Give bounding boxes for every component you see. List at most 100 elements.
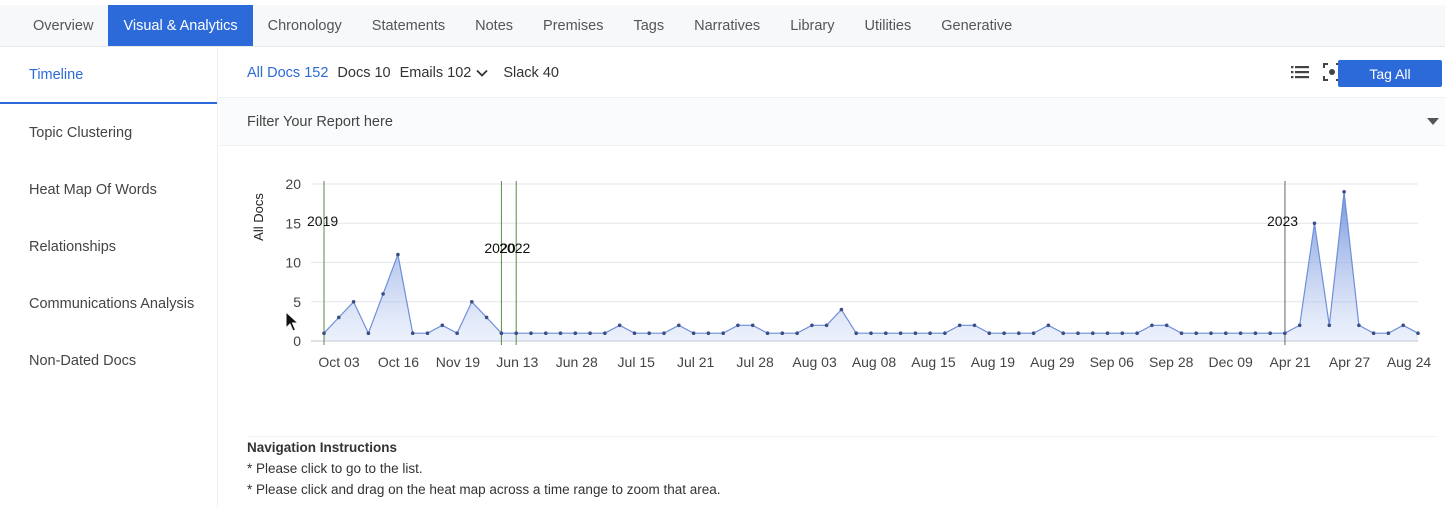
tab-generative[interactable]: Generative: [941, 17, 1013, 34]
data-point[interactable]: [721, 331, 725, 335]
tab-visual-analytics[interactable]: Visual & Analytics: [108, 5, 253, 46]
data-point[interactable]: [1002, 331, 1006, 335]
data-point[interactable]: [706, 331, 711, 335]
data-point[interactable]: [1091, 331, 1095, 335]
data-point[interactable]: [987, 331, 992, 335]
data-point[interactable]: [351, 300, 356, 304]
data-point[interactable]: [913, 331, 918, 335]
data-point[interactable]: [1179, 331, 1184, 335]
tab-chronology[interactable]: Chronology: [267, 17, 342, 34]
data-point[interactable]: [1209, 331, 1213, 335]
data-point[interactable]: [1238, 331, 1243, 335]
tab-tags[interactable]: Tags: [633, 17, 665, 34]
data-point[interactable]: [647, 331, 651, 335]
data-point[interactable]: [765, 331, 770, 335]
data-point[interactable]: [1031, 331, 1036, 335]
docs-filter[interactable]: Docs 10: [337, 64, 391, 81]
data-point[interactable]: [750, 323, 755, 328]
data-point[interactable]: [322, 331, 326, 335]
data-point[interactable]: [1046, 323, 1051, 328]
data-point[interactable]: [588, 331, 592, 335]
sidebar-item-relationships[interactable]: Relationships: [29, 238, 117, 255]
tab-premises[interactable]: Premises: [543, 17, 604, 34]
data-point[interactable]: [425, 331, 430, 335]
report-filter-dropdown[interactable]: Filter Your Report here: [219, 98, 1445, 146]
data-point[interactable]: [972, 323, 977, 328]
data-point[interactable]: [1283, 331, 1287, 335]
data-point[interactable]: [617, 323, 622, 328]
data-point[interactable]: [1268, 331, 1272, 335]
data-point[interactable]: [1327, 323, 1332, 328]
data-point[interactable]: [1105, 331, 1110, 335]
data-point[interactable]: [455, 331, 459, 335]
data-point[interactable]: [558, 331, 563, 335]
data-point[interactable]: [381, 292, 385, 296]
data-point[interactable]: [795, 331, 799, 335]
data-point[interactable]: [514, 331, 518, 335]
data-point[interactable]: [884, 331, 888, 335]
data-point[interactable]: [824, 323, 829, 328]
data-point[interactable]: [1401, 323, 1405, 328]
data-point[interactable]: [544, 331, 548, 335]
timeline-chart[interactable]: 2019 2020 2022 2023 0 5 10 15 20 Oct 03 Oct 16 No…: [219, 146, 1445, 426]
data-point[interactable]: [1253, 331, 1258, 335]
data-point[interactable]: [1164, 323, 1169, 328]
data-point[interactable]: [1150, 323, 1154, 328]
data-point[interactable]: [1386, 331, 1391, 335]
data-point[interactable]: [366, 331, 371, 335]
data-point[interactable]: [736, 323, 740, 328]
data-point[interactable]: [1312, 221, 1317, 226]
slack-filter[interactable]: Slack 40: [503, 64, 559, 81]
sidebar-item-timeline[interactable]: Timeline: [0, 48, 217, 104]
data-point[interactable]: [484, 315, 489, 320]
data-point[interactable]: [396, 252, 400, 257]
data-point[interactable]: [677, 323, 681, 328]
data-point[interactable]: [573, 331, 578, 335]
data-point[interactable]: [1076, 331, 1080, 335]
sidebar-item-heat-map-of-words[interactable]: Heat Map Of Words: [29, 181, 157, 198]
data-point[interactable]: [337, 315, 341, 320]
data-point[interactable]: [957, 323, 962, 328]
data-point[interactable]: [529, 331, 533, 335]
data-point[interactable]: [898, 331, 903, 335]
data-point[interactable]: [1224, 331, 1228, 335]
tab-statements[interactable]: Statements: [371, 17, 446, 34]
all-docs-filter[interactable]: All Docs 152: [247, 64, 329, 81]
data-point[interactable]: [1371, 331, 1376, 335]
data-point[interactable]: [499, 331, 504, 335]
data-point[interactable]: [839, 307, 844, 312]
data-point[interactable]: [603, 331, 607, 335]
data-point[interactable]: [1120, 331, 1125, 335]
data-point[interactable]: [440, 323, 445, 328]
data-point[interactable]: [943, 331, 947, 335]
list-icon[interactable]: [1289, 61, 1311, 83]
data-point[interactable]: [854, 331, 858, 335]
tag-all-button[interactable]: Tag All: [1338, 60, 1442, 87]
sidebar-item-topic-clustering[interactable]: Topic Clustering: [29, 124, 133, 141]
data-point[interactable]: [780, 331, 785, 335]
data-point[interactable]: [691, 331, 696, 335]
tab-notes[interactable]: Notes: [475, 17, 514, 34]
data-point[interactable]: [1135, 331, 1139, 335]
data-point[interactable]: [410, 331, 415, 335]
data-point[interactable]: [632, 331, 637, 335]
sidebar-item-communications-analysis[interactable]: Communications Analysis: [29, 295, 195, 312]
tab-narratives[interactable]: Narratives: [694, 17, 761, 34]
data-point[interactable]: [928, 331, 932, 335]
data-point[interactable]: [810, 323, 814, 328]
tab-overview[interactable]: Overview: [33, 17, 94, 34]
data-point[interactable]: [662, 331, 666, 335]
data-point[interactable]: [1342, 190, 1346, 194]
sidebar-item-non-dated-docs[interactable]: Non-Dated Docs: [29, 352, 137, 369]
data-point[interactable]: [869, 331, 873, 335]
data-point[interactable]: [1357, 323, 1361, 328]
data-point[interactable]: [470, 300, 474, 304]
data-point[interactable]: [1194, 331, 1198, 335]
data-point[interactable]: [1017, 331, 1021, 335]
tab-utilities[interactable]: Utilities: [864, 17, 912, 34]
data-point[interactable]: [1416, 331, 1420, 335]
emails-filter-dropdown[interactable]: Emails 102: [400, 65, 489, 81]
tab-library[interactable]: Library: [790, 17, 835, 34]
data-point[interactable]: [1297, 323, 1302, 328]
